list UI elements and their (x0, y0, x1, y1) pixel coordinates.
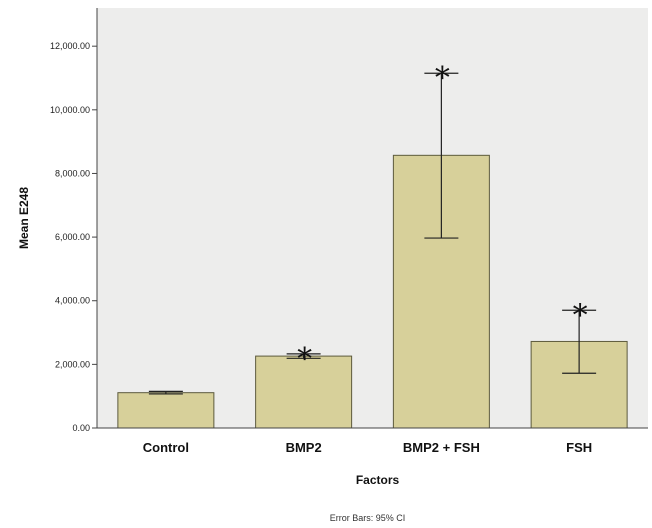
x-category-label: Control (143, 440, 189, 455)
x-category-label: BMP2 (286, 440, 322, 455)
y-tick-label: 4,000.00 (55, 296, 90, 306)
y-tick-label: 2,000.00 (55, 359, 90, 369)
significance-asterisk: * (435, 61, 450, 96)
y-tick-label: 6,000.00 (55, 232, 90, 242)
error-bars-footnote: Error Bars: 95% CI (330, 513, 406, 523)
y-tick-label: 12,000.00 (50, 41, 90, 51)
significance-asterisk: * (573, 298, 588, 333)
significance-marks: * * * (297, 61, 588, 377)
bar (255, 355, 353, 429)
y-axis-ticks: 0.00 2,000.00 4,000.00 6,000.00 8,000.00 10,0… (50, 41, 97, 433)
x-category-label: BMP2 + FSH (403, 440, 480, 455)
y-tick-label: 0.00 (72, 423, 90, 433)
y-tick-label: 8,000.00 (55, 168, 90, 178)
bar (117, 392, 215, 429)
significance-asterisk: * (297, 342, 312, 377)
y-axis-title: Mean E248 (17, 187, 31, 249)
x-axis-labels: Control BMP2 BMP2 + FSH FSH (143, 440, 592, 455)
x-category-label: FSH (566, 440, 592, 455)
x-axis-title: Factors (356, 473, 400, 487)
error-bars (148, 72, 597, 395)
y-tick-label: 10,000.00 (50, 105, 90, 115)
